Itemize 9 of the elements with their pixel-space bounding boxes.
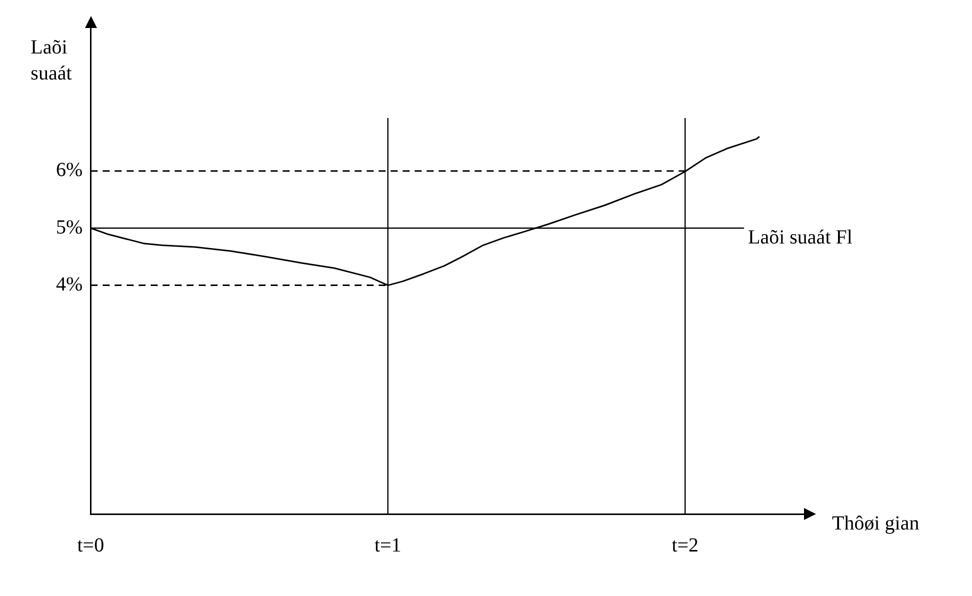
x-axis-title: Thôøi gian [832, 512, 920, 534]
x-tick-label: t=2 [672, 534, 699, 556]
x-tick-label: t=0 [77, 534, 104, 556]
y-tick-label: 5% [56, 216, 83, 238]
ref-line-label: Laõi suaát Fl [748, 226, 853, 248]
y-tick-label: 4% [56, 274, 83, 296]
y-tick-label: 6% [56, 159, 83, 182]
y-axis-title: Laõi suaát [30, 36, 72, 84]
x-tick-label: t=1 [374, 534, 402, 556]
